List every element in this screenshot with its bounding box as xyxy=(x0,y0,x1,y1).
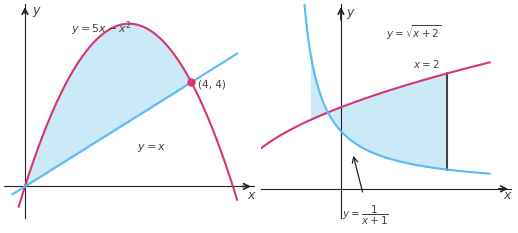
Text: $y$: $y$ xyxy=(33,5,42,20)
Text: $y = \dfrac{1}{x+1}$: $y = \dfrac{1}{x+1}$ xyxy=(341,203,388,226)
Text: $y$: $y$ xyxy=(346,7,356,21)
Text: $y = \sqrt{x+2}$: $y = \sqrt{x+2}$ xyxy=(386,23,442,42)
Text: $x$: $x$ xyxy=(247,189,256,202)
Text: $x$: $x$ xyxy=(503,189,513,202)
Text: $y = 5x - x^2$: $y = 5x - x^2$ xyxy=(71,20,132,38)
Text: $x = 2$: $x = 2$ xyxy=(413,58,439,70)
Text: $y = x$: $y = x$ xyxy=(137,142,166,154)
Text: (4, 4): (4, 4) xyxy=(197,80,225,90)
